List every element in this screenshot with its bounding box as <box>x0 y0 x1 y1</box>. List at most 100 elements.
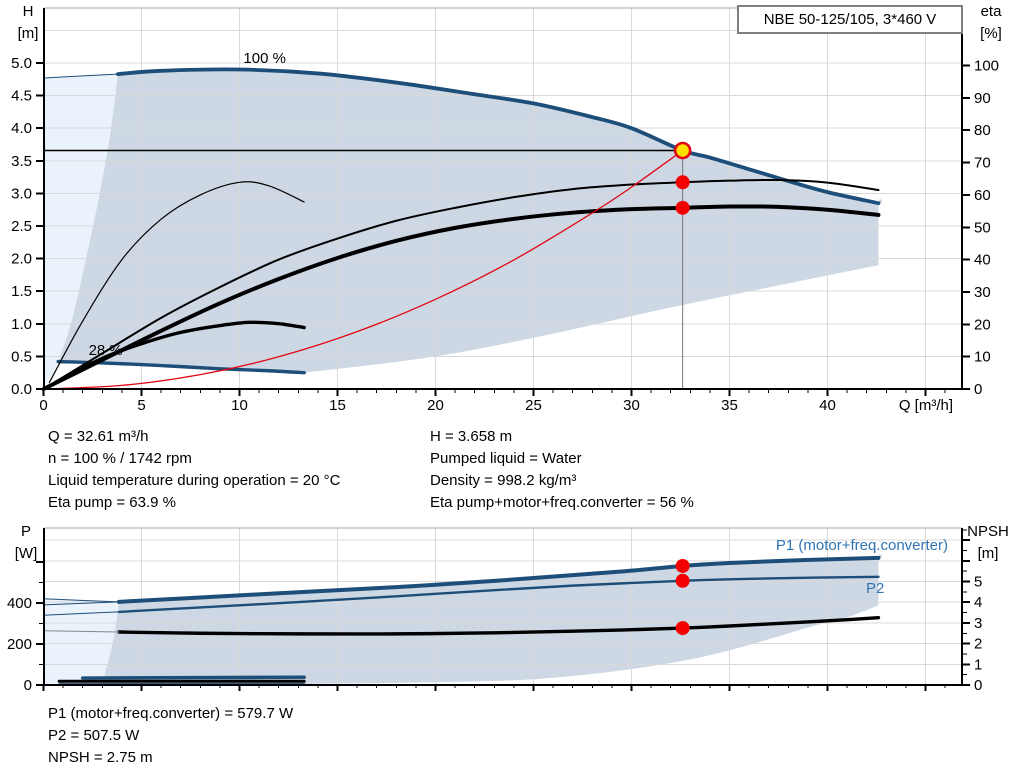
x-tick-label: 35 <box>721 397 738 414</box>
h-tick-label: 2.5 <box>11 218 32 235</box>
axes-chart1 <box>36 8 970 396</box>
duty-point-eta-pump <box>675 175 690 190</box>
duty-info-left: Q = 32.61 m³/h n = 100 % / 1742 rpm Liqu… <box>48 426 340 514</box>
info-line-n: n = 100 % / 1742 rpm <box>48 450 192 467</box>
speed-28-label: 28 % <box>89 342 123 359</box>
eta-tick-label: 90 <box>974 90 991 107</box>
info-line-density: Density = 998.2 kg/m³ <box>430 472 577 489</box>
eta-tick-label: 0 <box>974 381 982 398</box>
grid-chart1 <box>44 8 962 389</box>
curve-system_curve <box>42 149 684 390</box>
eta-tick-label: 60 <box>974 187 991 204</box>
h-tick-label: 5.0 <box>11 55 32 72</box>
tick-labels-chart2: 400 200 0 5 4 3 2 1 0 P [W] NPSH [m] P1 (motor+freq.c… <box>7 523 1009 694</box>
info-line-temp: Liquid temperature during operation = 20… <box>48 472 341 489</box>
duty-info-right: H = 3.658 m Pumped liquid = Water Densit… <box>430 426 694 514</box>
duty-point-qh <box>673 141 692 160</box>
p-tick-label: 400 <box>7 595 32 612</box>
eta-tick-label: 40 <box>974 252 991 269</box>
p1-curve-label: P1 (motor+freq.converter) <box>776 537 948 554</box>
npsh-tick-label: 3 <box>974 615 982 632</box>
h-tick-label: 3.0 <box>11 185 32 202</box>
npsh-axis-title-unit: [m] <box>978 545 999 562</box>
eta-tick-label: 30 <box>974 284 991 301</box>
info-line-liquid: Pumped liquid = Water <box>430 450 582 467</box>
pump-model-label: NBE 50-125/105, 3*460 V <box>763 11 937 28</box>
x-tick-label: 0 <box>39 397 47 414</box>
y-right-title-unit: [%] <box>980 25 1002 42</box>
low-flow-area <box>37 69 124 388</box>
p-axis-title-unit: [W] <box>15 545 38 562</box>
h-tick-label: 0.5 <box>11 348 32 365</box>
npsh-tick-label: 5 <box>974 574 982 591</box>
duty-point-eta-total <box>675 200 690 215</box>
x-tick-label: 20 <box>427 397 444 414</box>
duty-point-p1 <box>675 558 690 573</box>
y-left-title: H <box>23 3 34 20</box>
curve-pale_top_edge2 <box>43 598 120 603</box>
info-line-eta-pump: Eta pump = 63.9 % <box>48 494 176 511</box>
operating-envelope2 <box>92 554 883 687</box>
npsh-tick-label: 2 <box>974 636 982 653</box>
curve-p2_100 <box>117 575 880 614</box>
p-tick-label: 0 <box>24 677 32 694</box>
p2-curve-label: P2 <box>866 580 884 597</box>
curve-npsh_100 <box>117 616 881 636</box>
curve-eta_total_100 <box>41 204 881 391</box>
h-tick-label: 1.0 <box>11 316 32 333</box>
x-tick-label: 5 <box>137 397 145 414</box>
power-info: P1 (motor+freq.converter) = 579.7 W P2 =… <box>48 703 293 769</box>
pump-model-box: NBE 50-125/105, 3*460 V <box>737 5 963 34</box>
eta-tick-label: 20 <box>974 316 991 333</box>
x-tick-label: 15 <box>329 397 346 414</box>
h-tick-label: 3.5 <box>11 153 32 170</box>
x-tick-label: 25 <box>525 397 542 414</box>
npsh-tick-label: 4 <box>974 594 982 611</box>
x-tick-label: 10 <box>231 397 248 414</box>
tick-labels-chart1: 0 5 10 15 20 25 30 35 40 5.0 4.5 4.0 3.5 3.0 2.5 2.0 1.5… <box>11 3 1002 414</box>
npsh-tick-label: 1 <box>974 656 982 673</box>
duty-point-npsh <box>675 621 690 636</box>
curve-npsh_ext <box>43 630 120 633</box>
p-axis-title: P <box>21 523 31 540</box>
y-left-title-unit: [m] <box>18 25 39 42</box>
curve-speed100_qh <box>116 67 881 206</box>
info-line-q: Q = 32.61 m³/h <box>48 428 149 445</box>
curve-p1_28 <box>81 675 306 680</box>
y-right-title: eta <box>981 3 1003 20</box>
p-tick-label: 200 <box>7 636 32 653</box>
curve-eta_total_28 <box>53 320 306 385</box>
eta-tick-label: 70 <box>974 155 991 172</box>
x-tick-label: 40 <box>819 397 836 414</box>
x-axis-title: Q [m³/h] <box>899 397 953 414</box>
npsh-axis-title: NPSH <box>967 523 1009 540</box>
info-line-eta-total: Eta pump+motor+freq.converter = 56 % <box>430 494 694 511</box>
info-line-h: H = 3.658 m <box>430 428 513 445</box>
curve-p1_100 <box>116 555 881 604</box>
qh-chart: 0 5 10 15 20 25 30 35 40 5.0 4.5 4.0 3.5 3.0 2.5 2.0 1.5… <box>11 3 1002 414</box>
eta-tick-label: 100 <box>974 58 999 75</box>
h-tick-label: 0.0 <box>11 381 32 398</box>
power-npsh-chart: 400 200 0 5 4 3 2 1 0 P [W] NPSH [m] P1 (motor+freq.c… <box>7 523 1009 694</box>
info-line-p2: P2 = 507.5 W <box>48 727 140 744</box>
curve-eta_pump_28 <box>48 181 305 384</box>
h-tick-label: 1.5 <box>11 283 32 300</box>
curve-p2_ext <box>43 611 120 616</box>
eta-tick-label: 80 <box>974 122 991 139</box>
h-tick-label: 4.5 <box>11 88 32 105</box>
eta-tick-label: 10 <box>974 349 991 366</box>
eta-tick-label: 50 <box>974 219 991 236</box>
curve-eta_pump_100 <box>42 178 880 390</box>
x-tick-label: 30 <box>623 397 640 414</box>
h-tick-label: 4.0 <box>11 120 32 137</box>
speed-100-label: 100 % <box>243 50 286 67</box>
operating-envelope <box>54 69 886 374</box>
axes-chart2 <box>36 528 970 691</box>
npsh-tick-label: 0 <box>974 677 982 694</box>
info-line-npsh: NPSH = 2.75 m <box>48 749 153 766</box>
duty-point-p2 <box>675 573 690 588</box>
info-line-p1: P1 (motor+freq.converter) = 579.7 W <box>48 705 294 722</box>
h-tick-label: 2.0 <box>11 251 32 268</box>
